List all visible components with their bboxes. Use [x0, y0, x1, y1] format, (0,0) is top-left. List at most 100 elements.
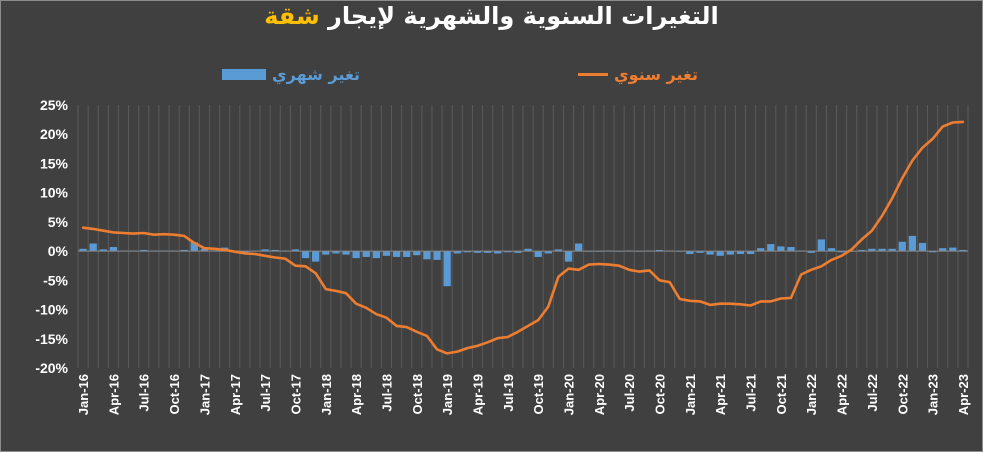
x-tick-label: Apr-22 — [835, 374, 850, 415]
x-tick-label: Jan-16 — [76, 374, 91, 415]
x-tick-label: Jul-21 — [744, 374, 759, 412]
bar-monthly — [322, 251, 330, 255]
bar-monthly — [908, 235, 917, 252]
y-tick-label: -20% — [35, 360, 68, 376]
bar-monthly — [959, 249, 967, 252]
bar-monthly — [544, 251, 552, 254]
bar-monthly — [534, 251, 542, 257]
legend-swatch-bar — [222, 68, 266, 80]
bar-monthly — [837, 251, 846, 253]
x-tick-label: Oct-16 — [167, 374, 182, 414]
bar-monthly — [655, 249, 664, 252]
y-tick-label: 10% — [40, 185, 69, 201]
bar-monthly — [746, 251, 755, 255]
x-tick-label: Oct-18 — [410, 374, 425, 414]
bar-monthly — [686, 251, 694, 255]
x-tick-label: Apr-16 — [106, 374, 121, 415]
bar-monthly — [301, 251, 310, 259]
bar-monthly — [939, 248, 947, 252]
bar-monthly — [372, 251, 380, 259]
x-tick-label: Jul-17 — [258, 374, 273, 412]
bar-monthly — [696, 251, 704, 253]
y-tick-label: 5% — [48, 214, 69, 230]
legend-label-monthly: تغير شهري — [272, 64, 361, 84]
bar-monthly — [342, 251, 350, 255]
y-tick-label: -5% — [43, 272, 68, 288]
bar-monthly — [787, 247, 795, 252]
bar-monthly — [574, 243, 583, 252]
legend-label-annual: تغير سنوي — [614, 64, 699, 84]
x-tick-label: Jan-20 — [562, 374, 577, 415]
y-tick-label: 25% — [40, 97, 69, 113]
bar-monthly — [554, 249, 563, 252]
x-tick-label: Jul-18 — [379, 374, 394, 412]
bar-monthly — [200, 248, 209, 252]
x-tick-label: Apr-19 — [470, 374, 485, 415]
bar-monthly — [423, 251, 431, 260]
y-tick-label: -10% — [35, 302, 68, 318]
bar-monthly — [473, 251, 482, 253]
line-annual — [81, 120, 965, 355]
bar-monthly — [362, 251, 370, 257]
y-tick-label: -15% — [35, 331, 68, 347]
x-tick-label: Oct-19 — [531, 374, 546, 414]
x-tick-label: Apr-20 — [592, 374, 607, 415]
bar-monthly — [291, 249, 300, 252]
bar-monthly — [483, 251, 492, 253]
x-tick-label: Oct-22 — [895, 374, 910, 414]
chart-title: التغيرات السنوية والشهرية لإيجار شقة — [0, 2, 983, 30]
bar-monthly — [433, 251, 441, 260]
x-tick-label: Oct-17 — [288, 374, 303, 414]
x-tick-label: Apr-21 — [713, 374, 728, 415]
bar-monthly — [271, 249, 279, 252]
bar-monthly — [888, 248, 896, 252]
bar-monthly — [898, 241, 906, 252]
bar-monthly — [858, 249, 866, 252]
bar-monthly — [868, 248, 876, 252]
x-tick-label: Jan-17 — [197, 374, 212, 415]
bar-monthly — [524, 248, 532, 252]
bar-monthly — [949, 247, 957, 252]
x-tick-label: Jul-19 — [501, 374, 516, 412]
bar-monthly — [261, 249, 269, 252]
legend-item-annual: تغير سنوي — [578, 62, 698, 86]
bar-monthly — [190, 242, 198, 252]
bar-monthly — [494, 251, 502, 254]
bar-monthly — [332, 251, 340, 254]
bar-monthly — [99, 249, 107, 252]
bar-monthly — [443, 251, 451, 287]
bar-monthly — [726, 251, 734, 255]
x-tick-label: Apr-17 — [228, 374, 243, 415]
bar-monthly — [918, 242, 927, 252]
x-tick-label: Apr-18 — [349, 374, 364, 415]
bar-monthly — [807, 251, 815, 253]
bar-monthly — [716, 251, 724, 256]
bar-monthly — [706, 251, 714, 255]
x-tick-label: Jul-22 — [865, 374, 880, 412]
bar-monthly — [777, 246, 785, 252]
x-tick-label: Jan-21 — [683, 374, 698, 415]
bar-monthly — [140, 249, 148, 252]
legend-item-monthly: تغير شهري — [222, 62, 360, 86]
x-tick-label: Jan-19 — [440, 374, 455, 415]
bar-monthly — [736, 251, 745, 255]
bar-monthly — [312, 251, 320, 262]
bar-monthly — [109, 247, 118, 252]
x-tick-label: Jan-18 — [319, 374, 334, 415]
bar-monthly — [382, 251, 391, 256]
y-tick-label: 20% — [40, 126, 69, 142]
x-tick-label: Jul-20 — [622, 374, 637, 412]
bar-monthly — [352, 251, 360, 259]
bar-monthly — [413, 251, 421, 256]
bar-monthly — [463, 251, 472, 253]
bar-monthly — [241, 251, 249, 253]
bar-monthly — [827, 248, 836, 252]
bar-monthly — [514, 251, 522, 253]
y-tick-label: 15% — [40, 155, 69, 171]
bar-monthly — [767, 244, 775, 252]
legend-swatch-line — [578, 72, 608, 76]
bar-monthly — [453, 251, 461, 254]
bar-monthly — [817, 239, 825, 252]
bar-monthly — [403, 251, 411, 257]
